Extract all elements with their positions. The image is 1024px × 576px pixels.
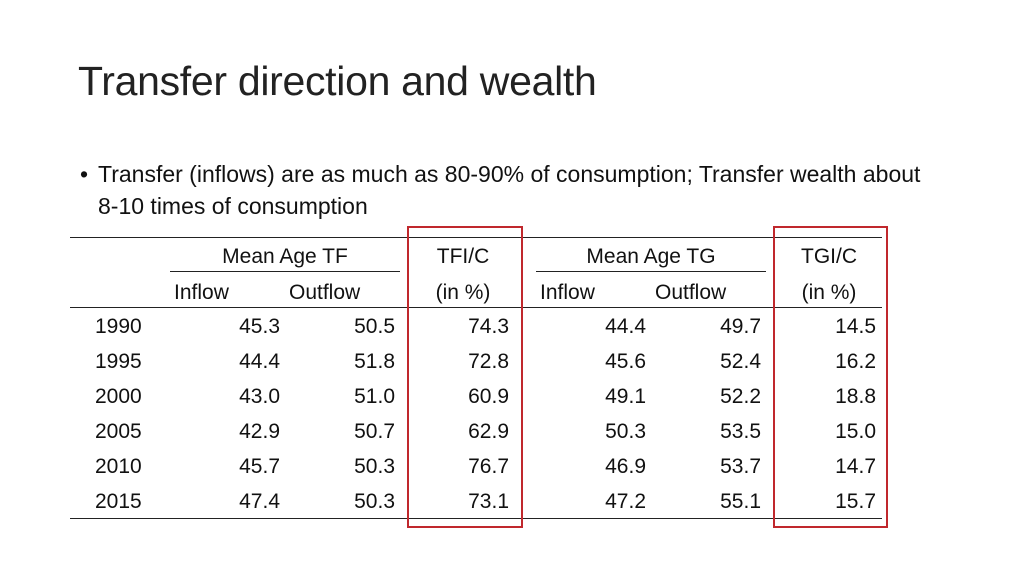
cell-tg-outflow: 53.7 — [720, 455, 761, 478]
cell-tg-inflow: 44.4 — [605, 315, 646, 338]
cell-tg-inflow: 47.2 — [605, 490, 646, 513]
cell-tg-outflow: 55.1 — [720, 490, 761, 513]
cell-tfi-c: 76.7 — [468, 455, 509, 478]
subheader-tf-inflow: Inflow — [174, 281, 229, 304]
cell-tfi-c: 72.8 — [468, 350, 509, 373]
bullet-marker: • — [80, 161, 89, 187]
table-bottom-rule — [70, 518, 882, 519]
cell-tf-outflow: 51.8 — [354, 350, 395, 373]
cell-tf-inflow: 44.4 — [239, 350, 280, 373]
cell-tgi-c: 15.0 — [835, 420, 876, 443]
tf-group-underline — [170, 271, 400, 272]
header-tfi-c: TFI/C — [436, 245, 490, 268]
cell-tg-inflow: 45.6 — [605, 350, 646, 373]
cell-tf-outflow: 50.5 — [354, 315, 395, 338]
cell-tfi-c: 74.3 — [468, 315, 509, 338]
table-top-rule — [70, 237, 882, 238]
header-bottom-rule — [70, 307, 882, 308]
cell-year: 2015 — [95, 490, 142, 513]
cell-tf-inflow: 43.0 — [239, 385, 280, 408]
cell-tf-outflow: 50.7 — [354, 420, 395, 443]
header-tgi-c: TGI/C — [801, 245, 857, 268]
cell-tg-inflow: 50.3 — [605, 420, 646, 443]
slide-title: Transfer direction and wealth — [78, 58, 597, 104]
cell-tgi-c: 18.8 — [835, 385, 876, 408]
bullet-point: • Transfer (inflows) are as much as 80-9… — [80, 158, 930, 222]
subheader-tg-outflow: Outflow — [655, 281, 727, 304]
cell-tgi-c: 14.7 — [835, 455, 876, 478]
cell-tg-outflow: 52.2 — [720, 385, 761, 408]
cell-year: 2010 — [95, 455, 142, 478]
header-mean-age-tg: Mean Age TG — [586, 245, 716, 268]
cell-tgi-c: 16.2 — [835, 350, 876, 373]
cell-year: 1995 — [95, 350, 142, 373]
cell-tf-outflow: 50.3 — [354, 490, 395, 513]
cell-year: 1990 — [95, 315, 142, 338]
cell-tfi-c: 60.9 — [468, 385, 509, 408]
cell-tf-outflow: 51.0 — [354, 385, 395, 408]
cell-tg-inflow: 49.1 — [605, 385, 646, 408]
cell-tf-inflow: 45.7 — [239, 455, 280, 478]
cell-tgi-c: 14.5 — [835, 315, 876, 338]
subheader-tg-inflow: Inflow — [540, 281, 595, 304]
tfi-column-highlight — [407, 226, 523, 528]
cell-year: 2000 — [95, 385, 142, 408]
cell-tgi-c: 15.7 — [835, 490, 876, 513]
cell-tg-outflow: 53.5 — [720, 420, 761, 443]
cell-tfi-c: 73.1 — [468, 490, 509, 513]
header-mean-age-tf: Mean Age TF — [222, 245, 348, 268]
cell-tf-inflow: 42.9 — [239, 420, 280, 443]
cell-tfi-c: 62.9 — [468, 420, 509, 443]
tg-group-underline — [536, 271, 766, 272]
cell-tg-outflow: 52.4 — [720, 350, 761, 373]
subheader-tfi-unit: (in %) — [435, 281, 491, 304]
cell-tf-outflow: 50.3 — [354, 455, 395, 478]
subheader-tgi-unit: (in %) — [801, 281, 857, 304]
cell-tg-inflow: 46.9 — [605, 455, 646, 478]
tgi-column-highlight — [773, 226, 888, 528]
subheader-tf-outflow: Outflow — [289, 281, 361, 304]
cell-year: 2005 — [95, 420, 142, 443]
cell-tf-inflow: 45.3 — [239, 315, 280, 338]
cell-tf-inflow: 47.4 — [239, 490, 280, 513]
bullet-text: Transfer (inflows) are as much as 80-90%… — [98, 161, 921, 219]
cell-tg-outflow: 49.7 — [720, 315, 761, 338]
